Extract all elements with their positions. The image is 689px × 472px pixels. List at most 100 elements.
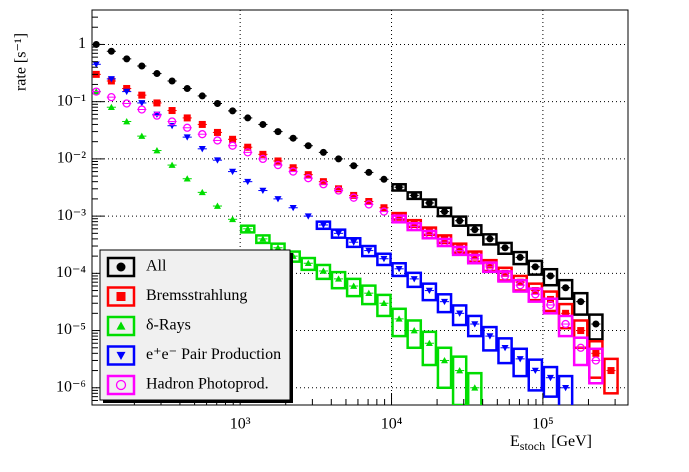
point bbox=[546, 374, 554, 382]
point bbox=[107, 92, 116, 102]
point bbox=[349, 193, 358, 202]
point bbox=[395, 315, 403, 322]
error-box bbox=[512, 250, 529, 266]
point bbox=[123, 118, 131, 125]
error-box bbox=[588, 313, 604, 341]
error-box bbox=[482, 233, 498, 246]
point bbox=[153, 99, 161, 107]
point bbox=[592, 349, 600, 357]
point bbox=[115, 379, 127, 391]
point bbox=[107, 76, 115, 83]
point bbox=[198, 120, 206, 128]
point bbox=[274, 128, 282, 136]
error-box bbox=[588, 340, 604, 379]
error-box bbox=[436, 206, 453, 218]
point bbox=[486, 333, 494, 340]
legend-label: Hadron Photoprod. bbox=[146, 376, 269, 393]
point bbox=[319, 222, 327, 229]
error-box bbox=[406, 319, 423, 350]
point bbox=[335, 230, 343, 237]
point bbox=[116, 292, 126, 301]
point bbox=[122, 99, 131, 108]
y-tick-label: 10⁻¹ bbox=[57, 92, 86, 109]
legend-swatch bbox=[106, 374, 136, 396]
point bbox=[92, 61, 100, 68]
error-box bbox=[542, 297, 559, 315]
legend-label: All bbox=[146, 258, 167, 275]
point bbox=[213, 128, 221, 136]
point bbox=[168, 161, 176, 168]
point bbox=[486, 261, 494, 269]
y-tick-label: 10⁻³ bbox=[57, 207, 86, 224]
error-box bbox=[421, 330, 438, 367]
point bbox=[229, 215, 237, 223]
error-box bbox=[542, 267, 559, 287]
point bbox=[213, 136, 222, 145]
point bbox=[425, 287, 433, 295]
point bbox=[531, 290, 540, 299]
point bbox=[501, 344, 509, 352]
legend-swatch bbox=[106, 256, 136, 278]
point bbox=[516, 281, 525, 290]
point bbox=[244, 178, 252, 186]
point bbox=[395, 266, 403, 273]
error-box bbox=[376, 252, 392, 267]
error-box bbox=[436, 346, 453, 390]
point bbox=[425, 230, 434, 239]
point bbox=[138, 91, 146, 99]
y-tick-label: 10⁻⁵ bbox=[56, 321, 86, 338]
legend-label: δ-Rays bbox=[146, 317, 191, 334]
point bbox=[471, 226, 479, 234]
point bbox=[213, 99, 221, 107]
axes: 10³ 10⁴ 10⁵ 10⁻⁶ 10⁻⁵ 10⁻⁴ 10⁻³ 10⁻² 10⁻¹ 1 bbox=[56, 16, 616, 433]
x-tick-label: 10⁵ bbox=[532, 416, 554, 433]
point bbox=[440, 238, 449, 247]
error-box bbox=[482, 261, 498, 274]
point bbox=[243, 148, 252, 157]
error-box bbox=[588, 347, 604, 385]
point bbox=[485, 262, 495, 271]
point bbox=[273, 160, 283, 170]
point bbox=[486, 235, 494, 243]
point bbox=[107, 103, 115, 111]
point bbox=[562, 309, 570, 317]
error-box bbox=[451, 355, 468, 405]
error-box bbox=[330, 270, 347, 290]
error-box bbox=[315, 220, 332, 231]
point bbox=[455, 246, 464, 255]
point bbox=[168, 107, 176, 115]
point bbox=[183, 123, 192, 132]
point bbox=[577, 327, 585, 335]
point bbox=[304, 213, 312, 220]
error-box bbox=[466, 314, 483, 338]
error-box bbox=[572, 336, 589, 367]
point bbox=[546, 272, 554, 280]
x-tick-label: 10⁴ bbox=[381, 416, 403, 433]
point bbox=[456, 217, 464, 225]
point bbox=[365, 247, 373, 255]
error-box bbox=[330, 228, 347, 239]
point bbox=[471, 384, 479, 391]
point bbox=[350, 282, 358, 289]
point bbox=[137, 105, 146, 114]
point bbox=[365, 289, 373, 296]
point bbox=[259, 120, 267, 128]
point bbox=[410, 222, 419, 231]
point bbox=[289, 134, 297, 142]
point bbox=[288, 167, 298, 176]
point bbox=[289, 204, 297, 212]
grid bbox=[92, 10, 628, 405]
error-box bbox=[391, 262, 407, 278]
point bbox=[274, 196, 282, 203]
y-tick-label: 10⁻² bbox=[57, 150, 86, 167]
point bbox=[153, 147, 161, 154]
error-box bbox=[360, 244, 377, 258]
legend: All Bremsstrahlung δ-Rays e⁺e⁻ Pair Product… bbox=[99, 249, 293, 403]
point bbox=[379, 207, 389, 216]
point bbox=[229, 168, 237, 176]
error-box bbox=[497, 270, 513, 283]
point bbox=[229, 107, 237, 115]
error-box bbox=[512, 278, 529, 293]
point bbox=[304, 142, 312, 150]
point bbox=[425, 339, 433, 347]
